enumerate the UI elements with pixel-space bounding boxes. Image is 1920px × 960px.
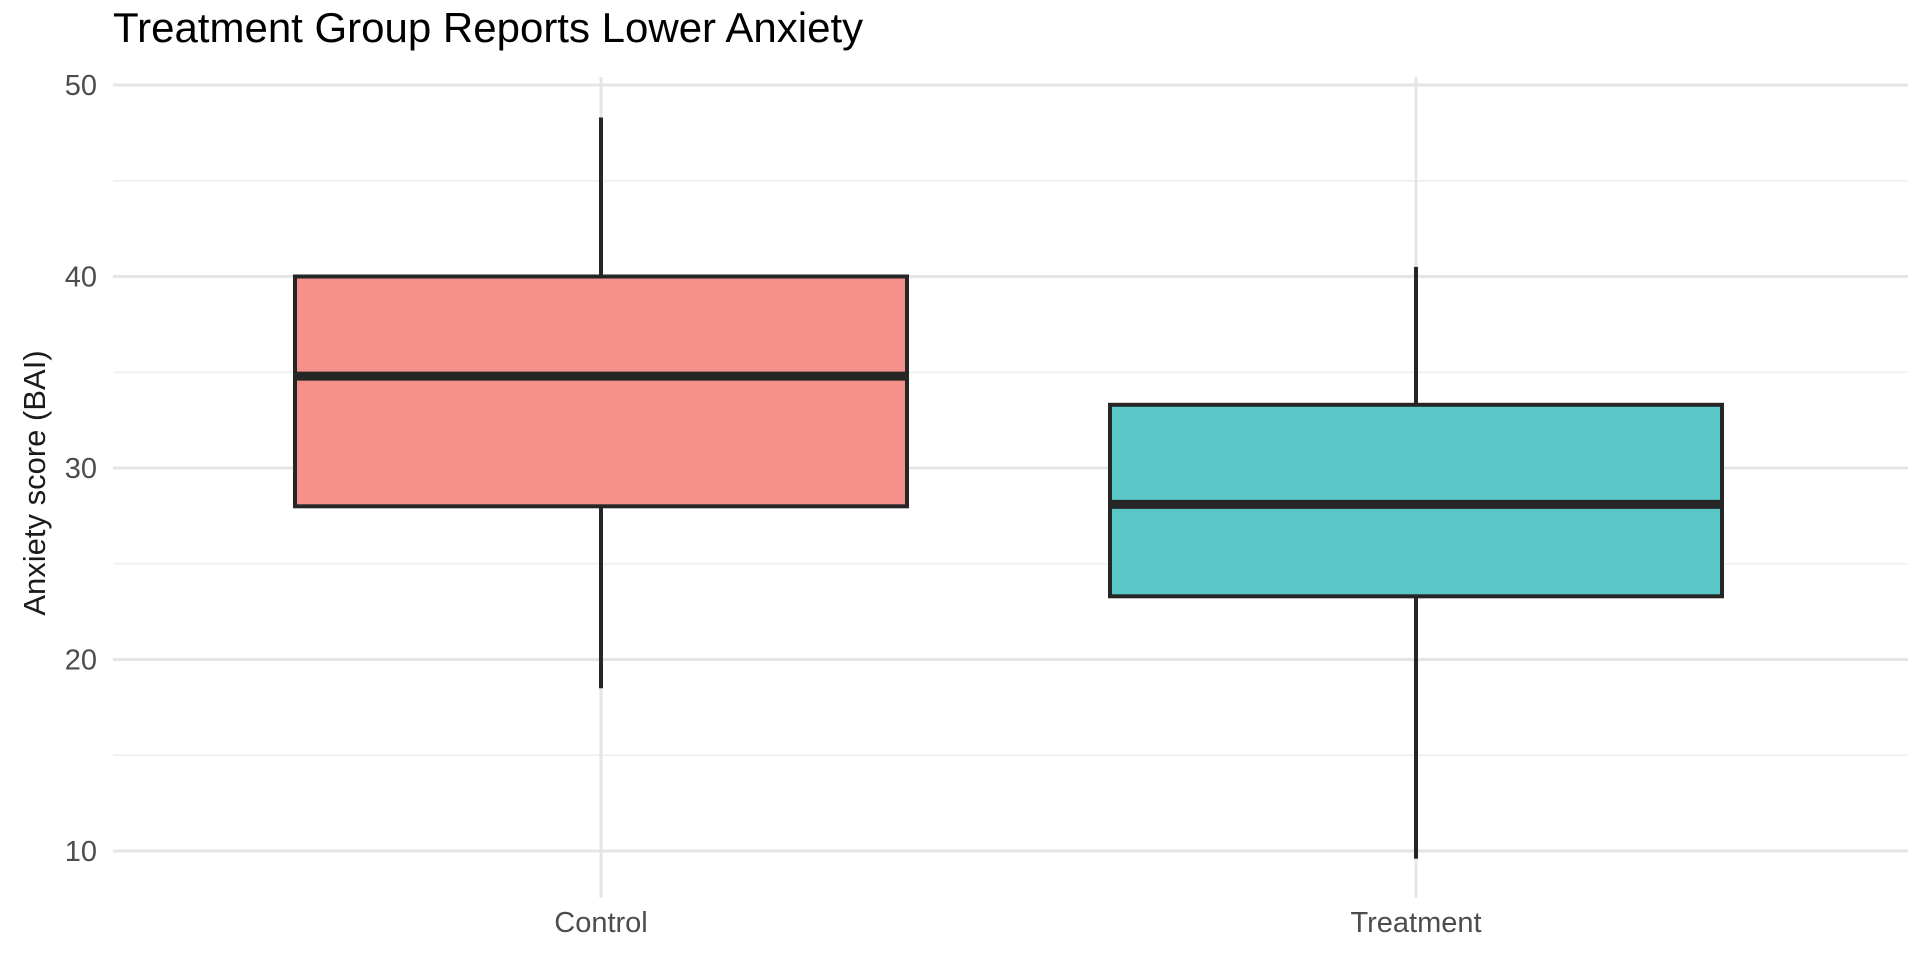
x-tick-label-control: Control	[554, 907, 648, 939]
y-tick-label-30: 30	[65, 453, 97, 485]
box-control	[293, 274, 909, 509]
x-tick-label-treatment: Treatment	[1350, 907, 1481, 939]
y-tick-label-10: 10	[65, 836, 97, 868]
y-tick-label-20: 20	[65, 645, 97, 677]
plot-title: Treatment Group Reports Lower Anxiety	[113, 4, 864, 51]
y-tick-label-40: 40	[65, 262, 97, 294]
y-tick-label-50: 50	[65, 70, 97, 102]
y-axis-title: Anxiety score (BAI)	[17, 350, 52, 616]
